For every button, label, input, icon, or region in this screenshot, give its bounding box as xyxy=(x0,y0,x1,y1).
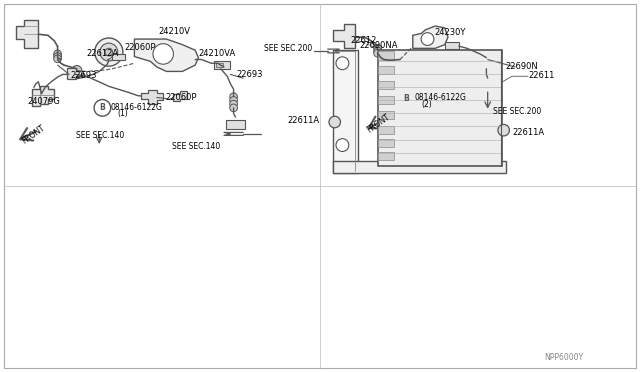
Circle shape xyxy=(374,45,381,52)
Circle shape xyxy=(230,93,237,100)
Text: 24210VA: 24210VA xyxy=(198,49,236,58)
Circle shape xyxy=(498,125,509,136)
Bar xyxy=(378,126,394,134)
Circle shape xyxy=(72,65,82,76)
Text: B: B xyxy=(404,94,409,103)
Bar xyxy=(333,50,358,173)
Text: SEE SEC.140: SEE SEC.140 xyxy=(172,142,220,151)
Circle shape xyxy=(153,44,173,64)
Text: NPP6000Y: NPP6000Y xyxy=(544,353,583,362)
Circle shape xyxy=(483,65,490,73)
Circle shape xyxy=(398,90,415,107)
Circle shape xyxy=(483,54,490,61)
Circle shape xyxy=(54,53,61,60)
Bar xyxy=(378,50,502,166)
Circle shape xyxy=(230,100,237,108)
Bar xyxy=(378,96,394,104)
Text: 22693: 22693 xyxy=(70,71,97,80)
Text: 24230Y: 24230Y xyxy=(434,28,465,37)
Bar xyxy=(378,139,394,147)
Text: 08146-6122G: 08146-6122G xyxy=(415,93,467,102)
Circle shape xyxy=(483,61,490,69)
Circle shape xyxy=(230,97,237,104)
Polygon shape xyxy=(413,26,448,48)
Text: 08146-6122G: 08146-6122G xyxy=(111,103,163,112)
FancyArrowPatch shape xyxy=(20,128,36,141)
Circle shape xyxy=(336,57,349,70)
Bar xyxy=(378,51,394,60)
Circle shape xyxy=(336,139,349,151)
Text: 22611A: 22611A xyxy=(288,116,320,125)
Circle shape xyxy=(54,55,61,62)
Polygon shape xyxy=(173,91,187,101)
Polygon shape xyxy=(141,90,163,104)
Text: FRONT: FRONT xyxy=(20,124,47,146)
Text: B: B xyxy=(100,103,105,112)
Text: SEE SEC.200: SEE SEC.200 xyxy=(264,44,312,53)
Circle shape xyxy=(95,38,123,66)
Circle shape xyxy=(374,49,381,57)
Circle shape xyxy=(230,104,237,112)
Text: 22611: 22611 xyxy=(529,71,555,80)
Text: FRONT: FRONT xyxy=(365,112,392,135)
Text: 22690NA: 22690NA xyxy=(360,41,398,50)
Polygon shape xyxy=(16,20,38,48)
Text: SEE SEC.140: SEE SEC.140 xyxy=(76,131,124,140)
Circle shape xyxy=(54,50,61,58)
Text: 22612: 22612 xyxy=(351,36,377,45)
Bar xyxy=(214,61,230,69)
FancyArrowPatch shape xyxy=(369,116,382,129)
Bar xyxy=(378,81,394,89)
Text: SEE SEC.200: SEE SEC.200 xyxy=(493,107,541,116)
Text: 22060P: 22060P xyxy=(125,43,156,52)
Bar xyxy=(333,161,506,173)
Text: (2): (2) xyxy=(421,100,432,109)
Polygon shape xyxy=(32,86,54,106)
Polygon shape xyxy=(67,68,83,79)
Circle shape xyxy=(374,47,381,55)
Text: 22612A: 22612A xyxy=(86,49,118,58)
Text: 22060P: 22060P xyxy=(165,93,196,102)
Bar xyxy=(216,63,223,67)
Text: 24079G: 24079G xyxy=(28,97,60,106)
Bar xyxy=(378,152,394,160)
Circle shape xyxy=(329,116,340,128)
Polygon shape xyxy=(333,24,355,48)
Text: 24210V: 24210V xyxy=(159,27,191,36)
Text: 22690N: 22690N xyxy=(506,62,538,71)
Bar xyxy=(226,120,245,129)
Circle shape xyxy=(421,33,434,45)
Circle shape xyxy=(100,43,118,61)
Circle shape xyxy=(483,58,490,65)
Bar xyxy=(479,81,497,89)
Circle shape xyxy=(105,48,113,56)
Text: 22693: 22693 xyxy=(237,70,263,79)
Circle shape xyxy=(94,100,111,116)
Polygon shape xyxy=(134,39,198,71)
Bar xyxy=(378,111,394,119)
Text: 22611A: 22611A xyxy=(512,128,544,137)
Bar xyxy=(445,42,459,49)
Bar xyxy=(378,66,394,74)
Bar xyxy=(112,54,125,60)
Text: (1): (1) xyxy=(117,109,128,118)
